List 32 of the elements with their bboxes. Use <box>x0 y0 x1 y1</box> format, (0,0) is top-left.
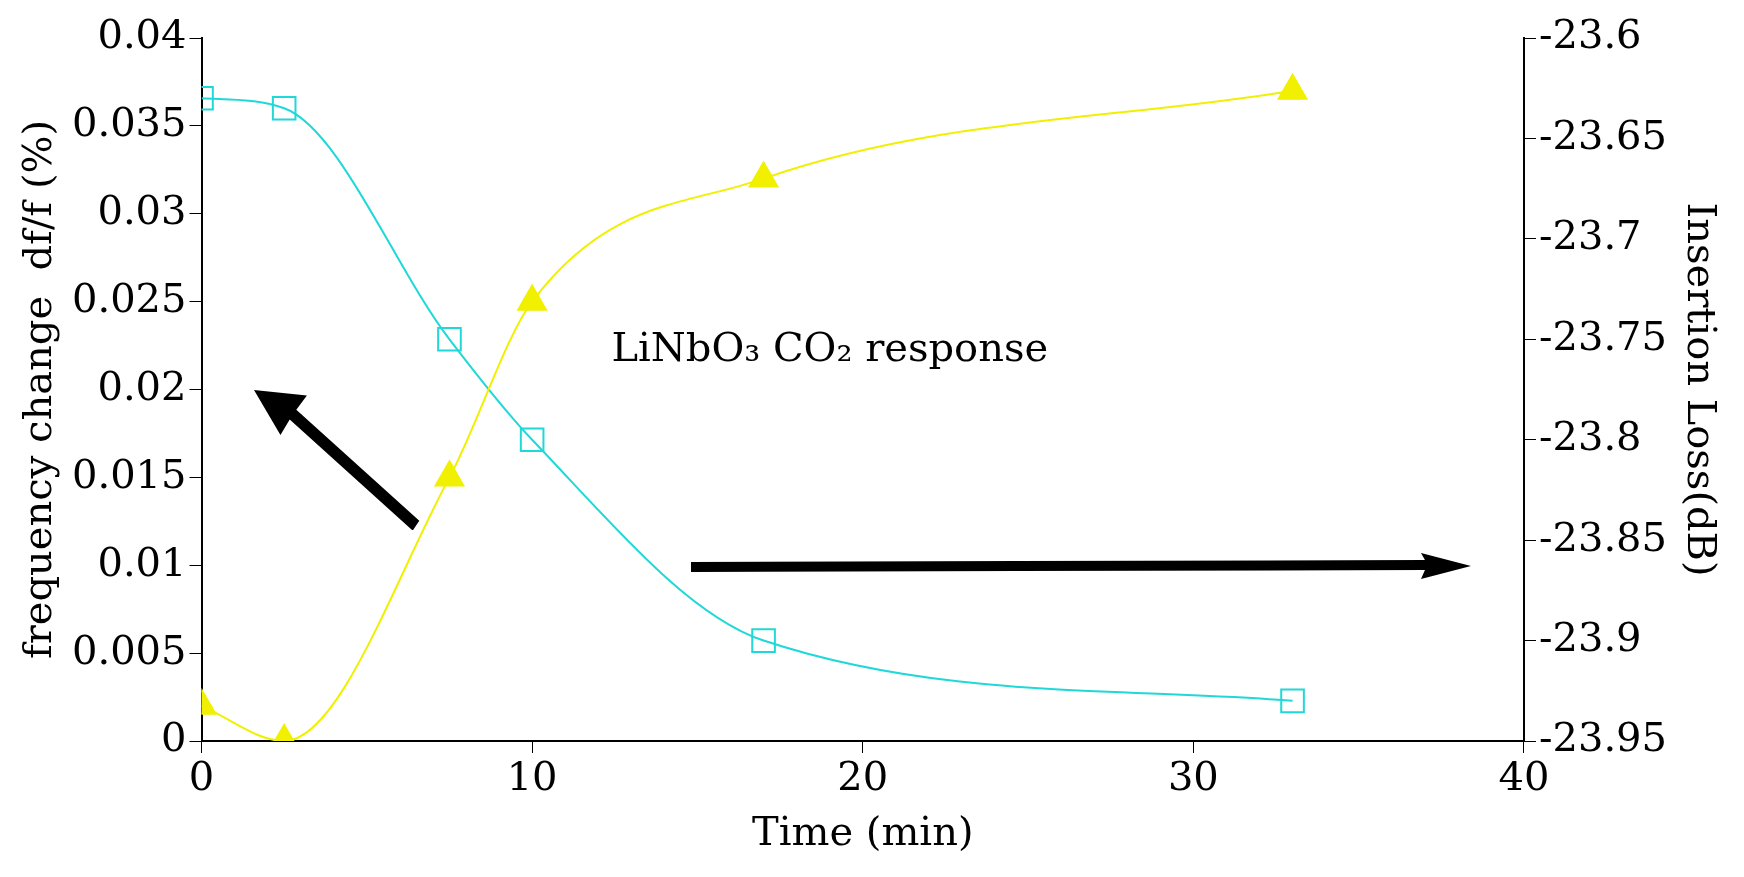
x-axis-title: Time (min) <box>752 808 974 855</box>
y-axis-title: frequency change df/f (%) <box>14 119 61 660</box>
y2-tick-label: -23.75 <box>1538 312 1667 359</box>
y2-tick-label: -23.9 <box>1538 613 1642 660</box>
y2-tick-label: -23.85 <box>1538 513 1667 560</box>
y-tick-label: 0.04 <box>97 11 187 58</box>
x-tick-label: 20 <box>837 753 889 800</box>
y-tick-label: 0.025 <box>72 275 187 322</box>
point <box>1277 73 1308 100</box>
point <box>748 161 779 188</box>
x-tick-label: 10 <box>506 753 558 800</box>
y-tick-label: 0.02 <box>97 362 187 409</box>
point <box>1280 688 1305 714</box>
x-tick-label: 30 <box>1167 753 1219 800</box>
y-tick-label: 0.03 <box>97 187 187 234</box>
y2-tick-label: -23.8 <box>1538 413 1642 460</box>
point <box>271 95 297 121</box>
point <box>437 326 462 352</box>
annotation: LiNbO₃ CO₂ response <box>611 324 1049 371</box>
y2-tick-label: -23.65 <box>1538 111 1667 158</box>
y-tick-label: 0.01 <box>97 538 187 585</box>
y-tick-label: 0.035 <box>72 99 187 146</box>
point <box>519 427 545 453</box>
y2-tick-label: -23.6 <box>1538 11 1642 58</box>
point <box>434 460 465 487</box>
y-tick-label: 0.005 <box>72 626 187 673</box>
y2-axis-title: Insertion Loss(dB) <box>1678 202 1725 577</box>
y2-tick-label: -23.7 <box>1538 212 1642 259</box>
y-tick-label: 0.015 <box>72 450 187 497</box>
point <box>517 284 547 311</box>
y-tick-label: 0 <box>161 714 187 761</box>
point <box>751 628 776 653</box>
